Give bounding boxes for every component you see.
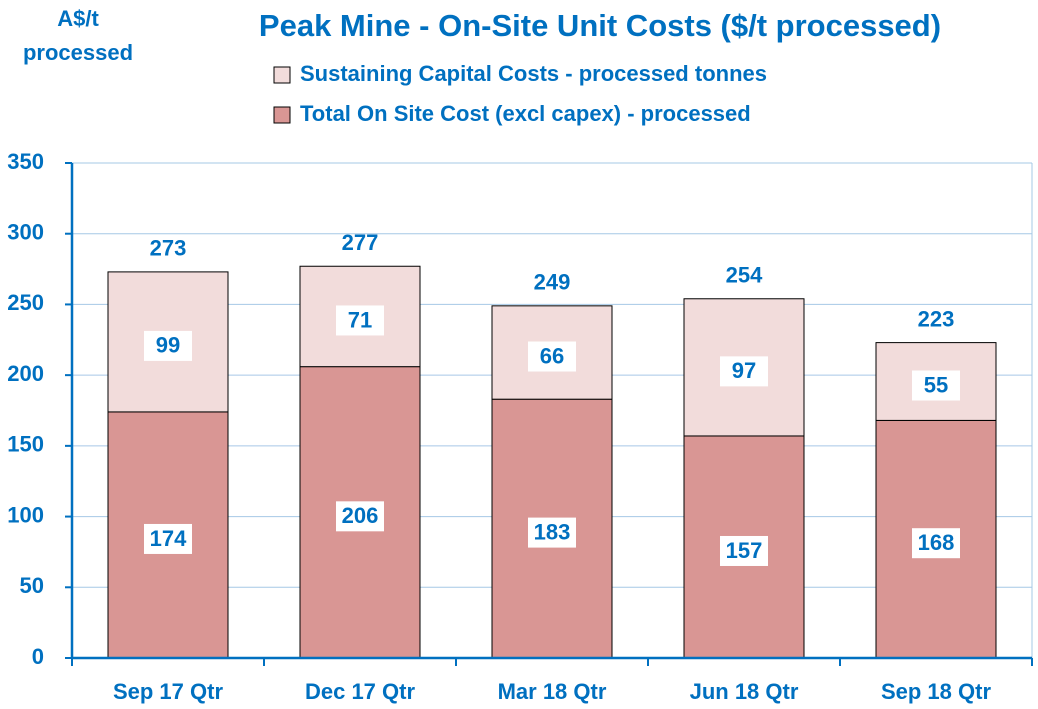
data-label-box: [528, 517, 576, 548]
data-label-box: [912, 370, 960, 401]
data-label-box: [528, 341, 576, 372]
y-tick-label: 150: [7, 432, 44, 457]
data-label: 206: [342, 503, 379, 528]
legend-swatch: [273, 66, 291, 84]
data-label: 168: [918, 530, 955, 555]
x-tick-label: Mar 18 Qtr: [498, 679, 607, 704]
y-tick-label: 100: [7, 502, 44, 527]
total-label: 223: [918, 306, 955, 331]
total-label: 249: [534, 270, 571, 295]
total-label: 277: [342, 230, 379, 255]
data-label-box: [144, 523, 192, 554]
data-label: 99: [156, 333, 180, 358]
data-label-box: [144, 330, 192, 361]
x-tick-label: Jun 18 Qtr: [690, 679, 799, 704]
data-label: 157: [726, 538, 763, 563]
data-label: 66: [540, 343, 564, 368]
legend-label: Sustaining Capital Costs - processed ton…: [300, 61, 767, 86]
y-axis-label: A$/t: [57, 6, 99, 31]
y-tick-label: 350: [7, 149, 44, 174]
data-label-box: [336, 501, 384, 532]
x-tick-label: Sep 17 Qtr: [113, 679, 223, 704]
y-axis-label: processed: [23, 40, 133, 65]
legend-swatch: [273, 106, 291, 124]
data-label: 174: [150, 526, 187, 551]
data-label-box: [720, 535, 768, 566]
data-label: 71: [348, 307, 372, 332]
total-label: 254: [726, 263, 763, 288]
x-tick-label: Dec 17 Qtr: [305, 679, 415, 704]
data-label-box: [912, 528, 960, 559]
data-label-box: [336, 305, 384, 336]
data-label: 55: [924, 372, 948, 397]
legend-label: Total On Site Cost (excl capex) - proces…: [300, 101, 751, 126]
y-tick-label: 200: [7, 361, 44, 386]
y-tick-label: 0: [32, 644, 44, 669]
data-label-box: [720, 356, 768, 387]
x-tick-label: Sep 18 Qtr: [881, 679, 991, 704]
y-tick-label: 300: [7, 220, 44, 245]
data-label: 183: [534, 519, 571, 544]
data-label: 97: [732, 358, 756, 383]
y-tick-label: 250: [7, 290, 44, 315]
total-label: 273: [150, 236, 187, 261]
y-tick-label: 50: [20, 573, 44, 598]
chart-title: Peak Mine - On-Site Unit Costs ($/t proc…: [259, 8, 941, 43]
